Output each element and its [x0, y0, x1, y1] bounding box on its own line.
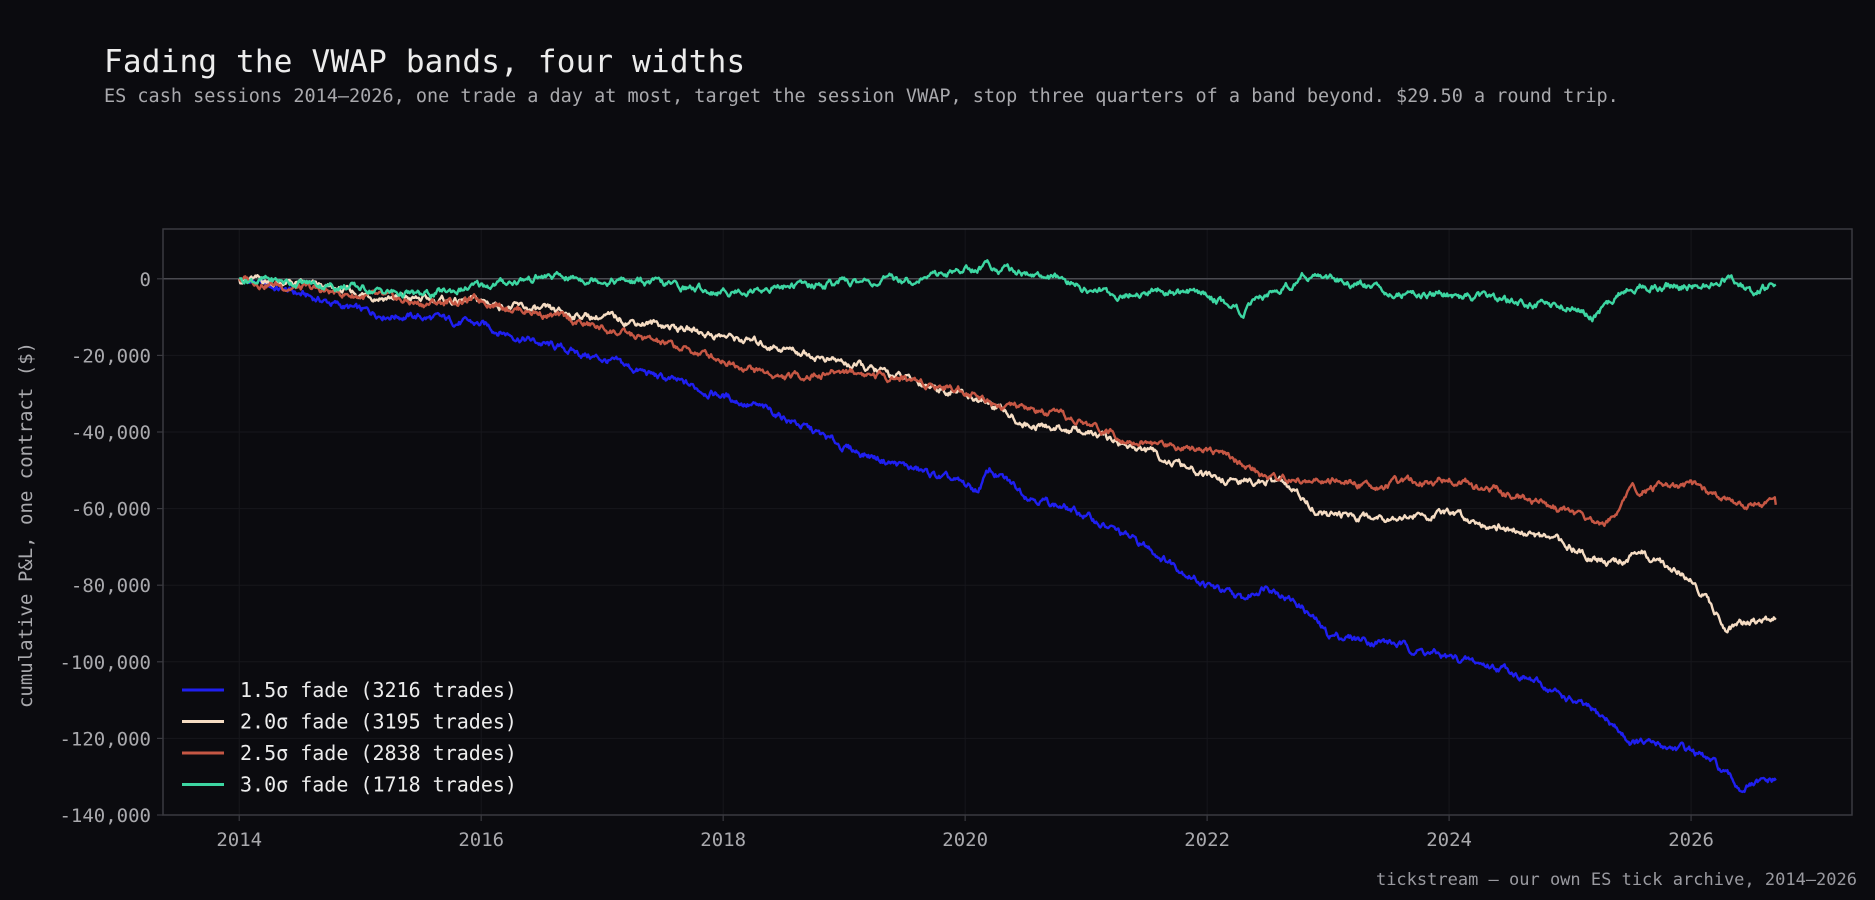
- x-tick-label: 2024: [1426, 829, 1472, 851]
- source-footer: tickstream — our own ES tick archive, 20…: [1375, 870, 1857, 890]
- series-line-3: [238, 275, 1777, 527]
- y-axis-label: cumulative P&L, one contract ($): [15, 342, 37, 708]
- y-tick-label: 0: [140, 269, 151, 291]
- y-tick-label: -40,000: [71, 422, 151, 444]
- series-line-1: [238, 277, 1777, 794]
- legend-label: 2.0σ fade (3195 trades): [240, 710, 517, 734]
- y-tick-label: -100,000: [59, 652, 151, 674]
- x-tick-label: 2014: [216, 829, 262, 851]
- y-tick-label: -120,000: [59, 728, 151, 750]
- chart-subtitle: ES cash sessions 2014–2026, one trade a …: [104, 86, 1619, 107]
- y-tick-label: -60,000: [71, 499, 151, 521]
- series-line-2: [238, 274, 1777, 634]
- axes-frame: [162, 228, 1853, 816]
- y-axis-ticks: 0 -20,000 -40,000 -60,000 -80,000 -100,000 -12…: [59, 269, 163, 827]
- x-tick-label: 2020: [942, 829, 988, 851]
- y-tick-label: -80,000: [71, 575, 151, 597]
- x-axis-ticks: 2014 2016 2018 2020 2022 2024 2026: [216, 815, 1714, 851]
- y-tick-label: -140,000: [59, 805, 151, 827]
- x-tick-label: 2026: [1668, 829, 1714, 851]
- legend-label: 2.5σ fade (2838 trades): [240, 741, 517, 765]
- y-tick-label: -20,000: [71, 345, 151, 367]
- legend-label: 3.0σ fade (1718 trades): [240, 773, 517, 797]
- legend-label: 1.5σ fade (3216 trades): [240, 678, 517, 702]
- x-tick-label: 2018: [700, 829, 746, 851]
- series-layer: [238, 259, 1777, 794]
- legend: 1.5σ fade (3216 trades) 2.0σ fade (3195 t…: [182, 678, 517, 797]
- series-line-4: [238, 259, 1777, 323]
- x-tick-label: 2016: [458, 829, 504, 851]
- x-tick-label: 2022: [1184, 829, 1230, 851]
- chart-title: Fading the VWAP bands, four widths: [104, 44, 746, 80]
